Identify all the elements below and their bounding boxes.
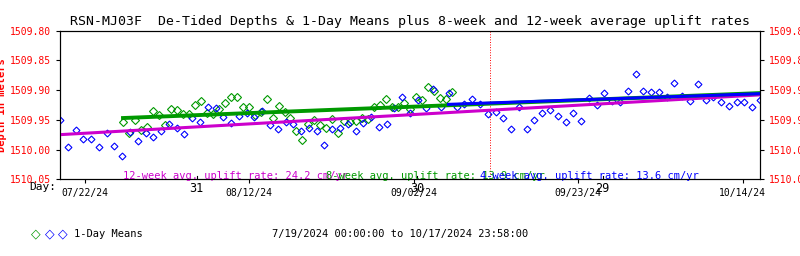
Text: 29: 29 bbox=[595, 182, 610, 195]
Text: 30: 30 bbox=[410, 182, 424, 195]
Text: 1-Day Means: 1-Day Means bbox=[74, 229, 142, 239]
Text: ◇: ◇ bbox=[58, 228, 68, 241]
Text: 7/19/2024 00:00:00 to 10/17/2024 23:58:00: 7/19/2024 00:00:00 to 10/17/2024 23:58:0… bbox=[272, 229, 528, 239]
Text: 12-week avg. uplift rate: 24.2 cm/yr: 12-week avg. uplift rate: 24.2 cm/yr bbox=[123, 171, 348, 181]
Text: 8-week avg. uplift rate: 13.9 cm/yr: 8-week avg. uplift rate: 13.9 cm/yr bbox=[326, 171, 545, 181]
Text: ◇: ◇ bbox=[31, 228, 41, 241]
Y-axis label: Depth in meters: Depth in meters bbox=[0, 58, 7, 152]
Text: 4-week avg. uplift rate: 13.6 cm/yr: 4-week avg. uplift rate: 13.6 cm/yr bbox=[480, 171, 698, 181]
Text: 31: 31 bbox=[190, 182, 204, 195]
Text: ◇: ◇ bbox=[45, 228, 54, 241]
Title: RSN-MJ03F  De-Tided Depths & 1-Day Means plus 8-week and 12-week average uplift : RSN-MJ03F De-Tided Depths & 1-Day Means … bbox=[70, 15, 750, 28]
Text: Day:: Day: bbox=[30, 182, 57, 191]
